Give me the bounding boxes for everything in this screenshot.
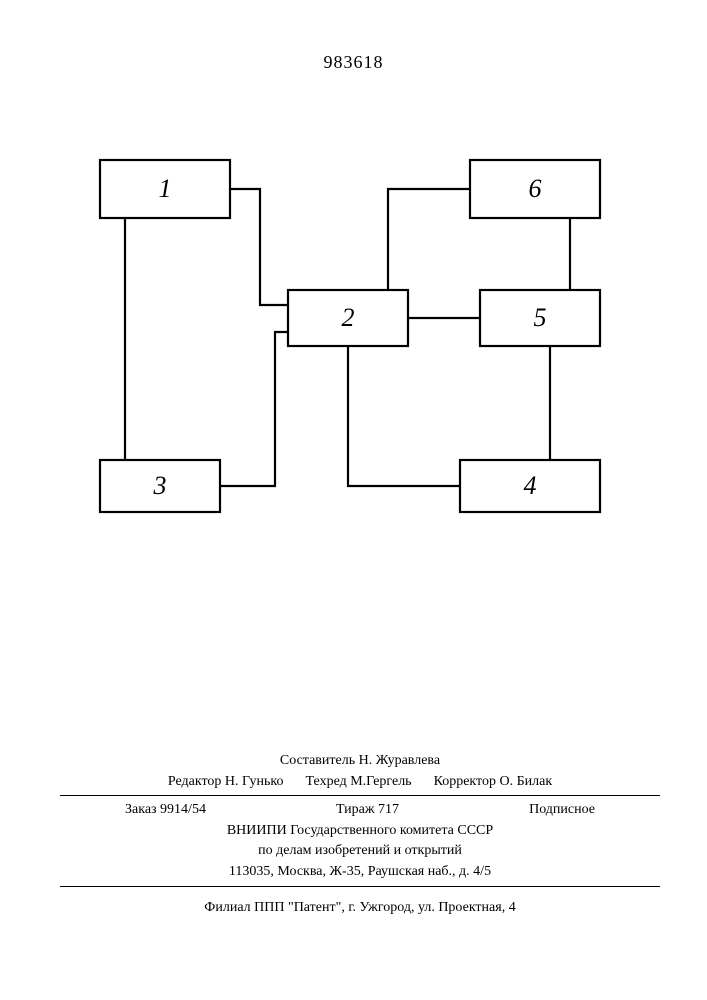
svg-text:2: 2	[342, 303, 355, 332]
footer-line: Филиал ППП "Патент", г. Ужгород, ул. Про…	[60, 900, 660, 916]
block-diagram: 1 6 2 5 3 4	[80, 140, 620, 560]
org-line-1: ВНИИПИ Государственного комитета СССР	[227, 821, 493, 841]
credits-block: Составитель Н. Журавлева Редактор Н. Гун…	[60, 750, 660, 891]
svg-text:4: 4	[524, 471, 537, 500]
podpisnoe: Подписное	[529, 800, 595, 820]
tirazh: Тираж 717	[336, 800, 399, 820]
techred: Техред М.Гергель	[306, 772, 412, 792]
divider	[60, 795, 660, 796]
divider	[60, 886, 660, 887]
corrector: Корректор О. Билак	[434, 772, 553, 792]
order-number: Заказ 9914/54	[125, 800, 206, 820]
editor: Редактор Н. Гунько	[168, 772, 284, 792]
svg-text:6: 6	[529, 174, 542, 203]
org-address: 113035, Москва, Ж-35, Раушская наб., д. …	[229, 862, 491, 882]
svg-text:5: 5	[534, 303, 547, 332]
org-line-2: по делам изобретений и открытий	[258, 841, 462, 861]
svg-text:1: 1	[159, 174, 172, 203]
svg-text:3: 3	[153, 471, 167, 500]
page-number: 983618	[0, 52, 707, 73]
compiler: Составитель Н. Журавлева	[280, 751, 440, 771]
